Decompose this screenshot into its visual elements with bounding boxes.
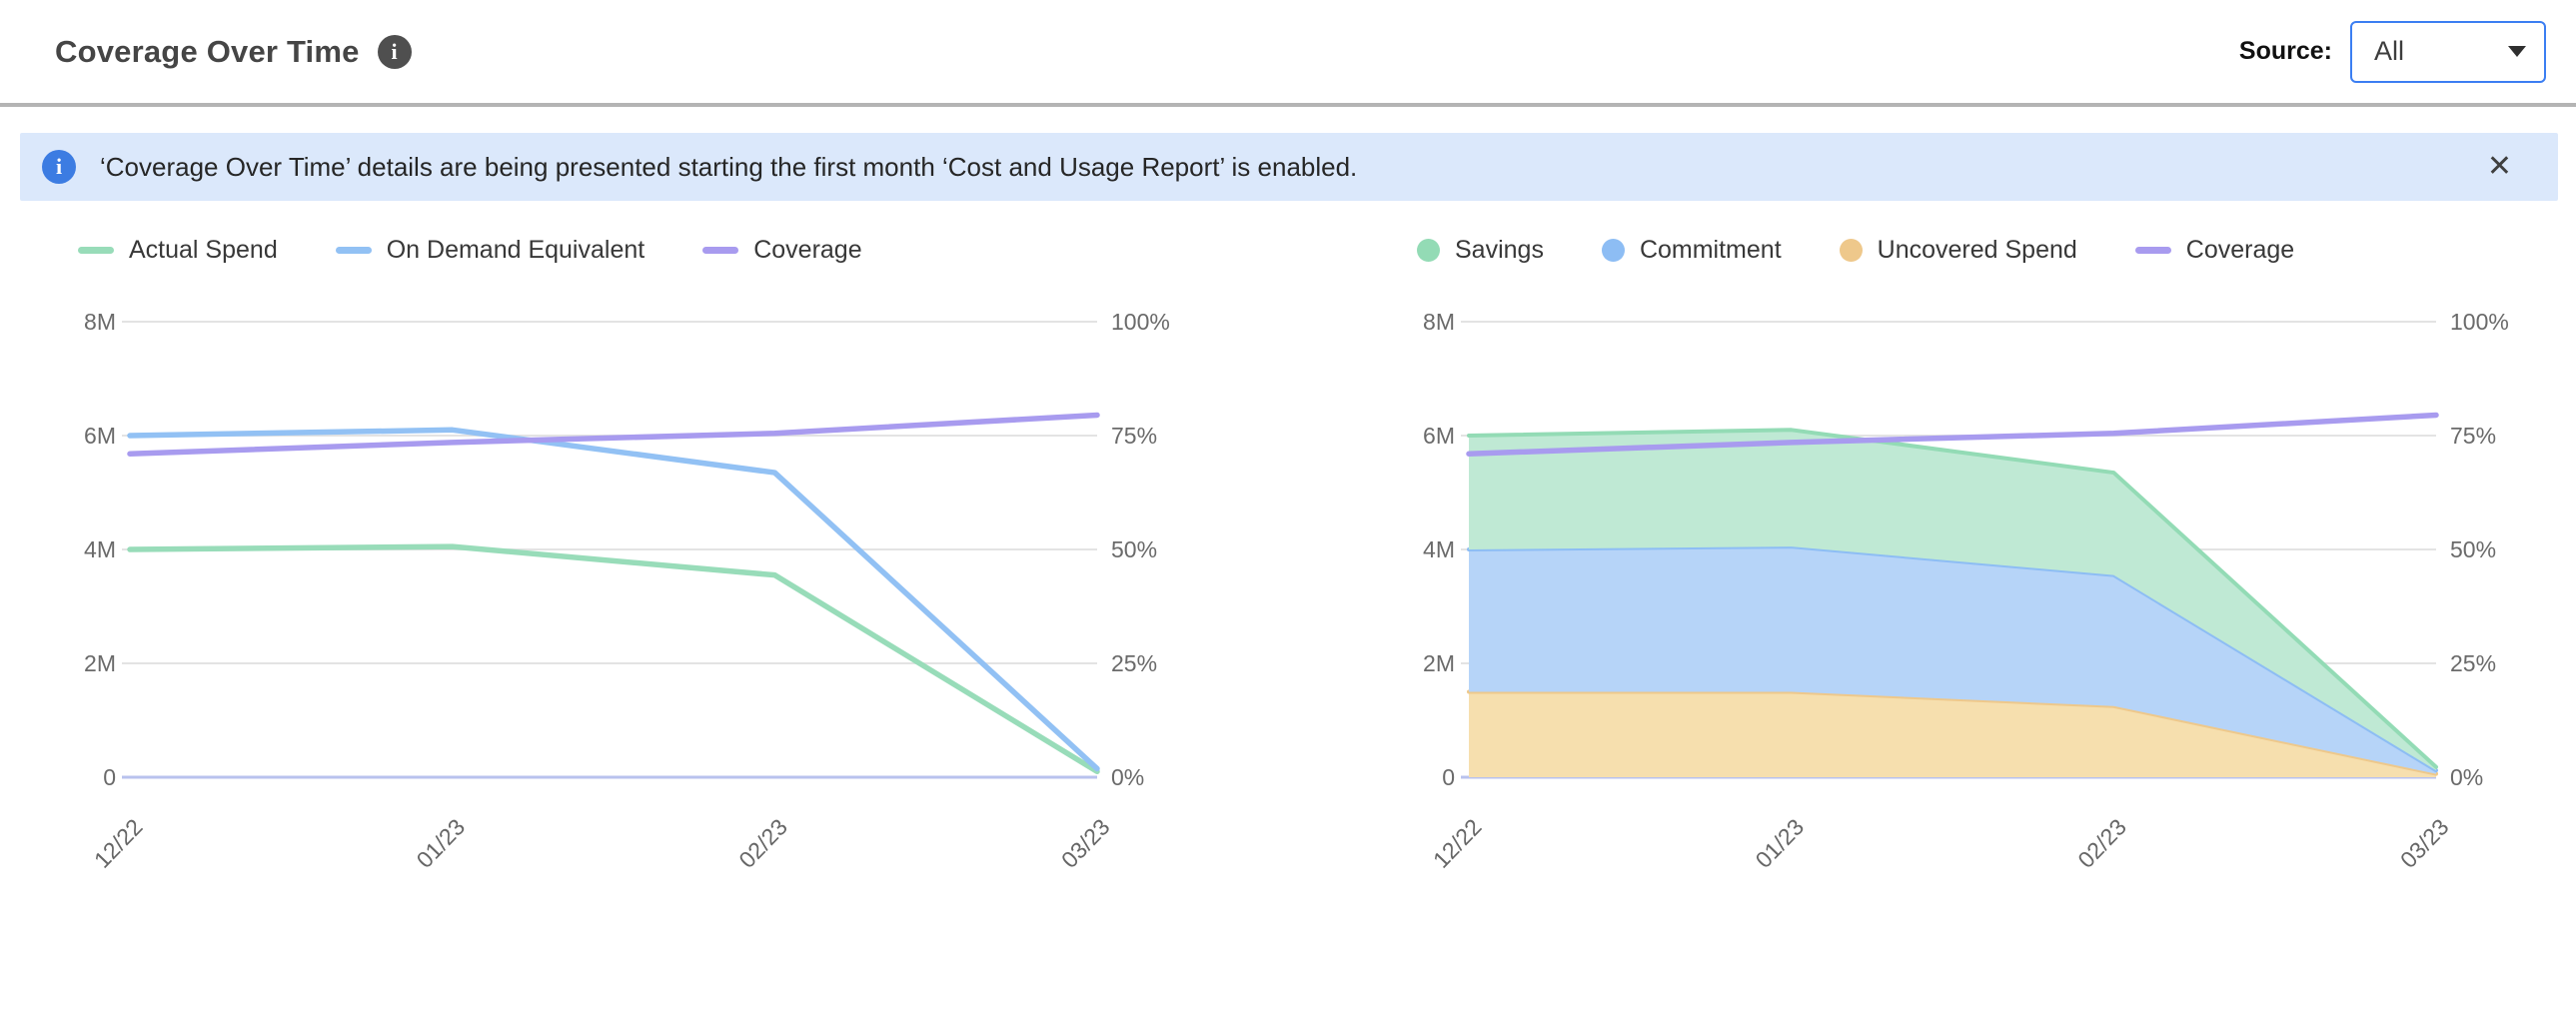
legend-label: Coverage — [753, 235, 862, 264]
legend-label: On Demand Equivalent — [386, 235, 645, 264]
y-axis-tick-right: 50% — [1111, 536, 1157, 562]
stacked-chart-legend: Savings Commitment Uncovered Spend Cover… — [1389, 223, 2573, 277]
legend-item-commitment[interactable]: Commitment — [1601, 235, 1782, 265]
widget-header: Coverage Over Time i Source: All — [0, 0, 2576, 103]
header-divider — [0, 103, 2576, 107]
y-axis-tick-right: 25% — [1111, 650, 1157, 676]
info-banner: i ‘Coverage Over Time’ details are being… — [20, 133, 2558, 201]
area-edge-savings — [1467, 428, 2438, 769]
close-icon[interactable]: ✕ — [2486, 150, 2512, 183]
area-savings — [1469, 430, 2436, 771]
legend-item-on-demand-equivalent[interactable]: On Demand Equivalent — [335, 235, 645, 265]
series-line-coverage — [1466, 412, 2439, 457]
line-chart-legend: Actual Spend On Demand Equivalent Covera… — [50, 223, 1234, 277]
savings-swatch — [1417, 238, 1440, 262]
legend-label: Actual Spend — [129, 235, 278, 264]
source-label: Source: — [2238, 37, 2332, 65]
coverage-stacked-chart-panel: Savings Commitment Uncovered Spend Cover… — [1389, 223, 2573, 916]
y-axis-tick-right: 100% — [2450, 309, 2509, 335]
legend-label: Commitment — [1639, 235, 1782, 264]
x-axis-tick: 01/23 — [412, 813, 471, 872]
series-line-actual-spend — [127, 543, 1100, 775]
y-axis-tick-right: 25% — [2450, 650, 2496, 676]
legend-item-coverage[interactable]: Coverage — [2134, 235, 2295, 265]
source-selected-value: All — [2374, 36, 2405, 66]
series-line-coverage — [127, 412, 1100, 457]
legend-item-uncovered-spend[interactable]: Uncovered Spend — [1839, 235, 2077, 265]
legend-item-actual-spend[interactable]: Actual Spend — [78, 236, 278, 265]
info-icon-glyph: i — [391, 38, 398, 64]
legend-label: Uncovered Spend — [1877, 235, 2077, 264]
y-axis-tick-left: 4M — [1423, 536, 1455, 562]
banner-message: ‘Coverage Over Time’ details are being p… — [100, 151, 1358, 182]
y-axis-tick-left: 2M — [84, 650, 116, 676]
coverage-line-chart: 8M 100% 6M 75% 4M 50% 2M 25% 0 0% 12/22 01/23 02/23 0… — [84, 309, 1170, 873]
y-axis-tick-left: 6M — [84, 423, 116, 449]
y-axis-tick-left: 8M — [84, 309, 116, 335]
legend-item-savings[interactable]: Savings — [1417, 236, 1544, 265]
coverage-line-chart-panel: Actual Spend On Demand Equivalent Covera… — [50, 223, 1234, 916]
area-commitment — [1469, 546, 2436, 774]
page-title: Coverage Over Time — [55, 33, 360, 69]
source-select[interactable]: All — [2350, 20, 2546, 83]
y-axis-tick-right: 75% — [2450, 423, 2496, 449]
commitment-swatch — [1601, 238, 1625, 262]
y-axis-tick-left: 0 — [1442, 764, 1455, 790]
x-axis-tick: 03/23 — [2395, 813, 2454, 872]
coverage-stacked-chart: 8M 100% 6M 75% 4M 50% 2M 25% 0 0% 12/22 01/23 02/23 0… — [1423, 309, 2509, 873]
legend-item-coverage[interactable]: Coverage — [702, 235, 862, 265]
legend-label: Coverage — [2185, 235, 2295, 264]
x-axis-tick: 02/23 — [733, 813, 792, 872]
y-axis-tick-right: 0% — [2450, 764, 2483, 790]
y-axis-tick-right: 75% — [1111, 423, 1157, 449]
x-axis-tick: 12/22 — [89, 813, 148, 872]
y-axis-tick-right: 50% — [2450, 536, 2496, 562]
chevron-down-icon — [2508, 46, 2526, 57]
y-axis-tick-left: 6M — [1423, 423, 1455, 449]
banner-info-glyph: i — [55, 154, 63, 179]
area-edge-commitment — [1467, 544, 2438, 773]
coverage-swatch — [2134, 246, 2171, 254]
on-demand-equivalent-swatch — [335, 246, 372, 254]
x-axis-tick: 01/23 — [1751, 813, 1810, 872]
coverage-swatch — [702, 246, 739, 254]
legend-label: Savings — [1455, 235, 1544, 264]
uncovered-spend-swatch — [1839, 238, 1863, 262]
y-axis-tick-left: 0 — [103, 764, 116, 790]
area-uncovered-spend — [1469, 691, 2436, 777]
x-axis-tick: 02/23 — [2072, 813, 2131, 872]
y-axis-tick-left: 8M — [1423, 309, 1455, 335]
charts-row: Actual Spend On Demand Equivalent Covera… — [0, 223, 2576, 916]
x-axis-tick: 12/22 — [1428, 813, 1487, 872]
info-icon[interactable]: i — [377, 34, 412, 69]
banner-info-icon: i — [42, 150, 76, 184]
actual-spend-swatch — [78, 246, 114, 254]
y-axis-tick-left: 4M — [84, 536, 116, 562]
series-line-on-demand-equivalent — [127, 427, 1100, 772]
y-axis-tick-right: 100% — [1111, 309, 1170, 335]
x-axis-tick: 03/23 — [1056, 813, 1115, 872]
y-axis-tick-right: 0% — [1111, 764, 1144, 790]
y-axis-tick-left: 2M — [1423, 650, 1455, 676]
